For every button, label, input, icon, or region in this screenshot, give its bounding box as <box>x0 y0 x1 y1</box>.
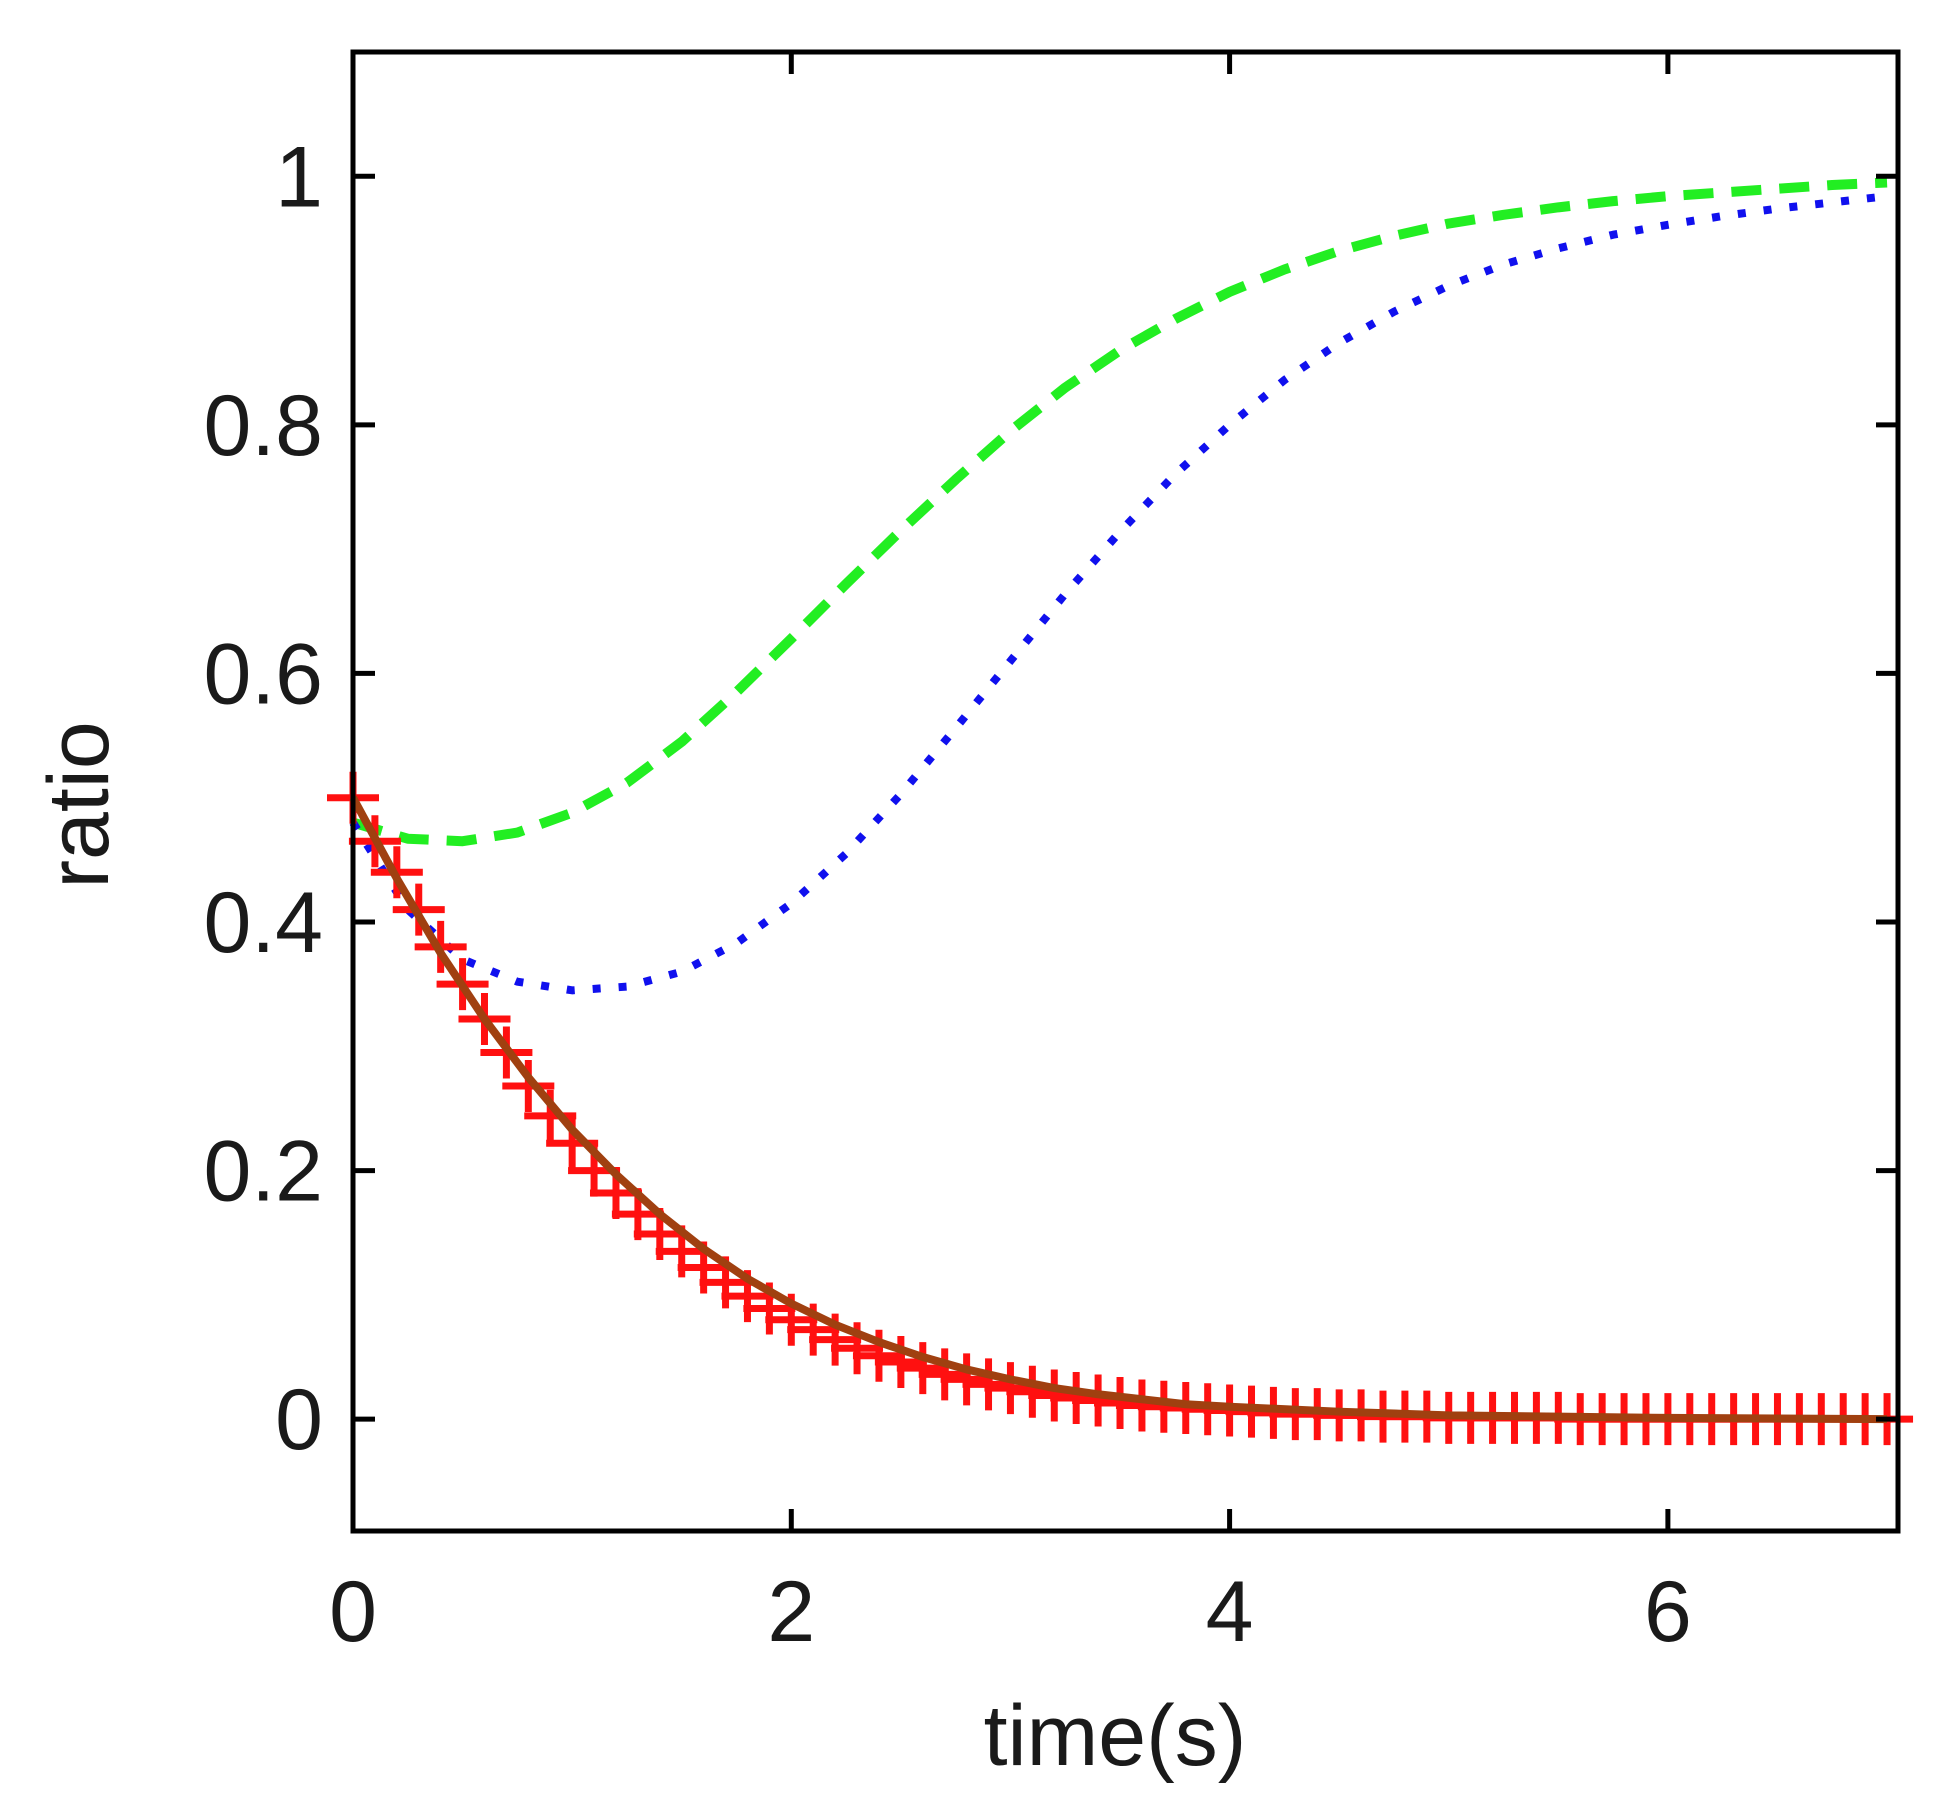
y-tick-label: 0 <box>275 1372 323 1468</box>
y-tick-label: 0.6 <box>203 626 323 722</box>
series-line <box>349 795 1888 1424</box>
y-tick-label: 0.8 <box>203 378 323 474</box>
series-line <box>351 177 1888 847</box>
series-green-dashed <box>351 177 1888 847</box>
x-tick-label: 6 <box>1644 1564 1692 1660</box>
x-tick-label: 4 <box>1206 1564 1254 1660</box>
plot-frame <box>350 49 1901 1534</box>
x-tick-label: 0 <box>329 1564 377 1660</box>
y-tick-label: 0.2 <box>203 1124 323 1220</box>
series-line <box>349 192 1888 995</box>
y-axis-title: ratio <box>31 721 127 888</box>
x-axis-title: time(s) <box>984 1688 1247 1784</box>
data-point-marker <box>940 1353 993 1406</box>
plot-border <box>350 49 1901 1534</box>
data-point-marker <box>1006 1365 1059 1418</box>
data-point-marker <box>962 1358 1015 1411</box>
series-blue-dotted <box>349 192 1888 995</box>
x-tick-label: 2 <box>767 1564 815 1660</box>
axis-ticks: 0 2 4 6 0 0.2 0.4 0.6 0.8 1 <box>203 52 1898 1660</box>
series-layer <box>327 177 1914 1446</box>
data-point-marker <box>874 1335 927 1388</box>
data-point-marker <box>918 1348 971 1401</box>
series-red-markers <box>327 771 1914 1446</box>
y-tick-label: 0.4 <box>203 875 323 971</box>
data-point-marker <box>984 1362 1037 1415</box>
y-tick-label: 1 <box>275 129 323 225</box>
series-brown-solid <box>349 795 1888 1424</box>
data-point-marker <box>502 1060 555 1113</box>
data-point-marker <box>896 1342 949 1395</box>
